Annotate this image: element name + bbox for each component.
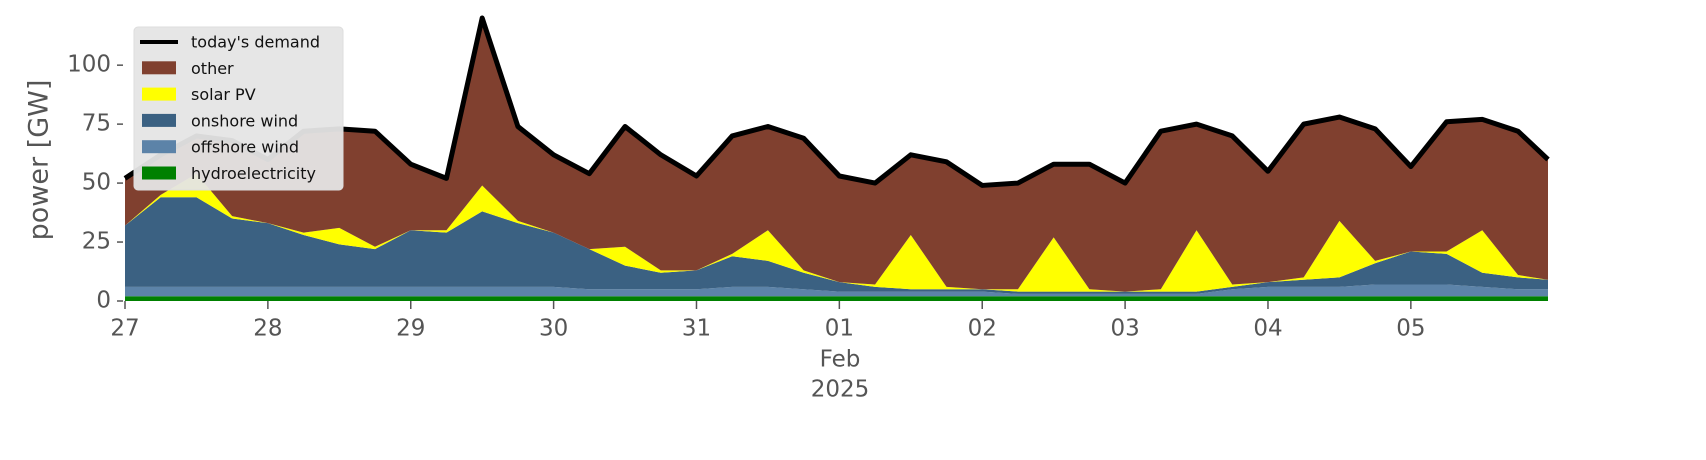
x-tick-label: 03 [1110,316,1139,342]
legend-swatch [142,113,176,127]
x-month-label: Feb [820,347,861,373]
area [125,173,1548,292]
x-tick-label: 28 [253,316,282,342]
x-year-label: 2025 [811,377,870,403]
legend: today's demand other solar PV onshore wind o… [133,26,344,191]
legend-swatch [142,87,176,101]
y-tick-label: 100 [67,52,111,78]
y-tick-label: 50 [82,170,111,196]
y-tick-label: 25 [82,229,111,255]
legend-label: onshore wind [191,111,298,130]
area [125,284,1548,297]
x-tick-label: 30 [539,316,568,342]
x-tick-label: 04 [1253,316,1282,342]
x-tick-label: 29 [396,316,425,342]
x-tick-label: 31 [682,316,711,342]
legend-label: other [191,59,234,78]
line [123,15,1550,188]
area [125,197,1548,294]
x-tick-label: 05 [1396,316,1425,342]
x-tick-label: 27 [110,316,139,342]
y-axis-label: power [GW] [24,80,55,241]
area [125,296,1548,301]
x-tick-label: 02 [968,316,997,342]
legend-swatch [142,140,176,154]
y-tick-label: 0 [96,288,111,314]
x-tick-label: 01 [825,316,854,342]
legend-box [133,26,344,191]
legend-label: today's demand [191,33,320,52]
legend-label: offshore wind [191,138,299,157]
legend-swatch [142,61,176,75]
legend-label: hydroelectricity [191,164,316,183]
legend-label: solar PV [191,85,256,104]
legend-swatch [142,166,176,180]
area [125,18,1548,292]
y-tick-label: 75 [82,111,111,137]
